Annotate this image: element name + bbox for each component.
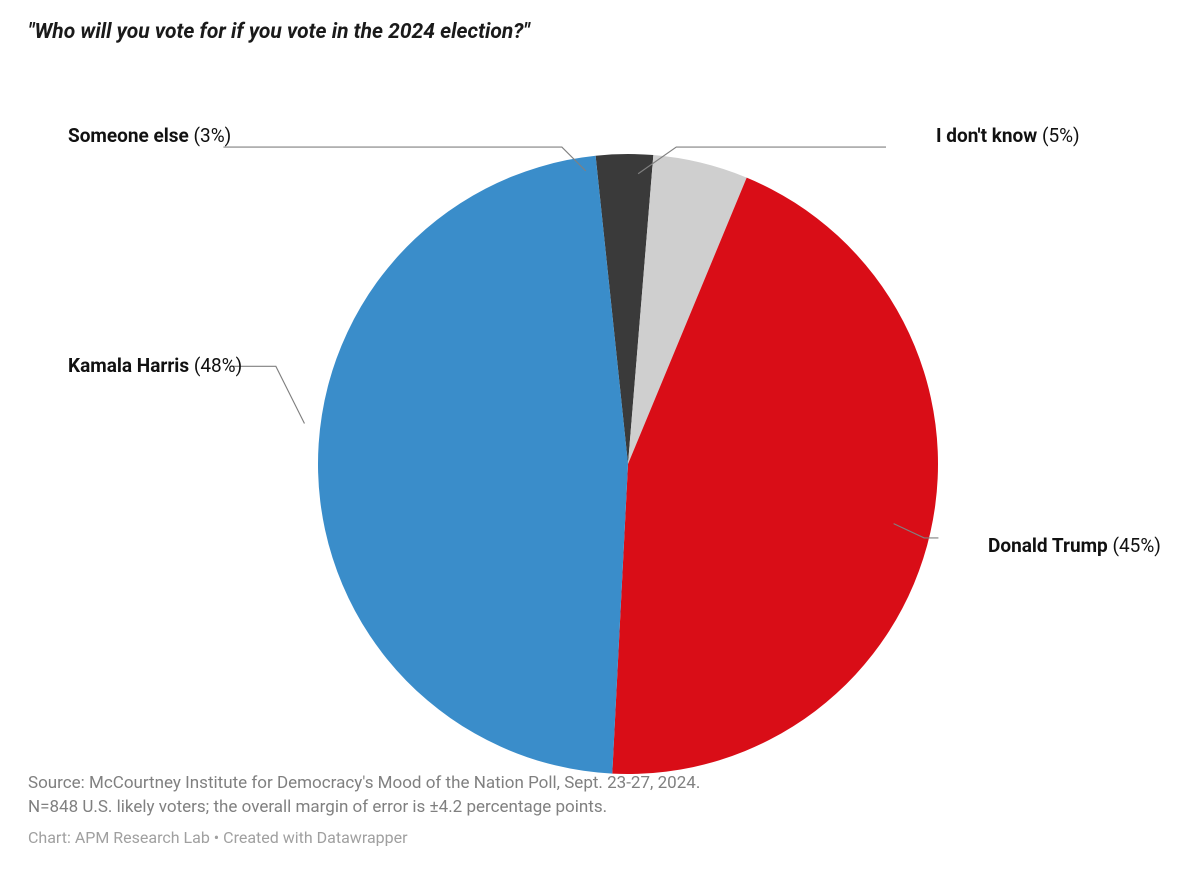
leader-line xyxy=(894,524,939,538)
chart-title: "Who will you vote for if you vote in th… xyxy=(28,20,1172,44)
pie-label-someone_else: Someone else (3%) xyxy=(68,124,231,147)
chart-footer: Source: McCourtney Institute for Democra… xyxy=(28,771,700,849)
leader-line xyxy=(233,366,305,423)
label-text: I don't know xyxy=(936,124,1042,147)
label-text: Kamala Harris xyxy=(68,354,194,377)
label-pct: (45%) xyxy=(1112,534,1160,557)
leader-line xyxy=(638,147,886,174)
footer-source-line2: N=848 U.S. likely voters; the overall ma… xyxy=(28,795,700,820)
leader-lines xyxy=(28,54,1172,774)
label-pct: (5%) xyxy=(1042,124,1080,147)
chart-area: Someone else (3%) I don't know (5%) Donald… xyxy=(28,54,1172,774)
pie-label-harris: Kamala Harris (48%) xyxy=(68,354,242,377)
pie-label-idk: I don't know (5%) xyxy=(936,124,1080,147)
leader-line xyxy=(223,147,585,171)
label-pct: (3%) xyxy=(194,124,232,147)
label-pct: (48%) xyxy=(194,354,242,377)
pie-label-trump: Donald Trump (45%) xyxy=(988,534,1161,557)
label-text: Donald Trump xyxy=(988,534,1112,557)
footer-credits: Chart: APM Research Lab • Created with D… xyxy=(28,826,700,849)
label-text: Someone else xyxy=(68,124,194,147)
footer-source-line1: Source: McCourtney Institute for Democra… xyxy=(28,771,700,796)
